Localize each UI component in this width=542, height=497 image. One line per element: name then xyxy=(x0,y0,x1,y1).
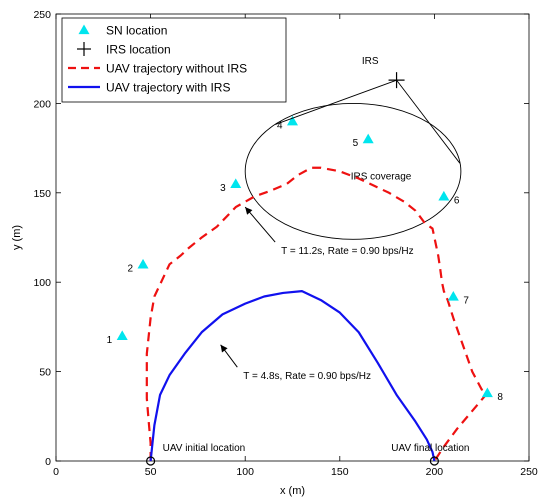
y-tick-label: 50 xyxy=(39,367,51,379)
irs-label: IRS xyxy=(362,56,379,67)
sn-marker xyxy=(230,178,242,188)
irs-coverage-label: IRS coverage xyxy=(351,171,412,182)
x-tick-label: 0 xyxy=(53,466,59,478)
irs-beam-line xyxy=(396,79,461,164)
irs-marker xyxy=(388,72,405,89)
y-tick-label: 100 xyxy=(33,277,51,289)
sn-marker xyxy=(287,115,298,126)
x-tick-label: 150 xyxy=(331,466,349,478)
x-tick-label: 50 xyxy=(145,466,157,478)
irs-beam-line xyxy=(275,79,397,125)
legend-entry-label: UAV trajectory without IRS xyxy=(106,62,247,76)
trajectory-with-irs-line xyxy=(149,290,436,462)
sn-label: 5 xyxy=(353,138,359,149)
x-axis-label: x (m) xyxy=(280,485,305,497)
y-axis-label: y (m) xyxy=(11,225,23,250)
annotation-arrowhead xyxy=(220,344,228,353)
legend-irs-icon xyxy=(77,42,91,56)
sn-marker xyxy=(362,133,374,144)
y-tick-label: 150 xyxy=(33,188,51,200)
sn-label: 2 xyxy=(127,263,133,274)
sn-label: 4 xyxy=(277,120,283,131)
sn-marker xyxy=(481,387,493,398)
sn-marker xyxy=(116,330,128,340)
sn-label: 3 xyxy=(220,183,226,194)
x-tick-label: 100 xyxy=(236,466,254,478)
uav-initial-marker xyxy=(146,456,156,466)
annotation-arrow xyxy=(244,206,276,243)
sn-label: 6 xyxy=(454,195,460,206)
sn-label: 8 xyxy=(497,392,503,403)
uav-final-label: UAV final location xyxy=(391,443,469,454)
x-tick-label: 250 xyxy=(520,466,538,478)
sn-label: 1 xyxy=(107,335,113,346)
legend-entry-label: SN location xyxy=(106,24,167,38)
irs-coverage-ellipse xyxy=(244,102,462,240)
sn-marker xyxy=(438,190,450,201)
uav-initial-label: UAV initial location xyxy=(163,443,246,454)
annotation-label: T = 4.8s, Rate = 0.90 bps/Hz xyxy=(243,371,371,382)
x-tick-label: 200 xyxy=(426,466,444,478)
y-tick-label: 0 xyxy=(45,456,51,468)
sn-marker xyxy=(137,258,149,269)
sn-marker xyxy=(447,291,459,301)
uav-final-marker xyxy=(429,456,439,466)
y-tick-label: 250 xyxy=(33,9,51,21)
sn-label: 7 xyxy=(463,296,469,307)
trajectory-without-irs-line xyxy=(145,166,489,462)
y-tick-label: 200 xyxy=(33,98,51,110)
legend-entry-label: UAV trajectory with IRS xyxy=(106,81,230,95)
legend-entry-label: IRS location xyxy=(106,43,171,57)
annotation-arrowhead xyxy=(245,207,253,215)
legend: SN location IRS location UAV trajectory wi… xyxy=(61,17,287,103)
legend-sn-icon xyxy=(78,24,90,35)
annotation-label: T = 11.2s, Rate = 0.90 bps/Hz xyxy=(281,246,414,257)
